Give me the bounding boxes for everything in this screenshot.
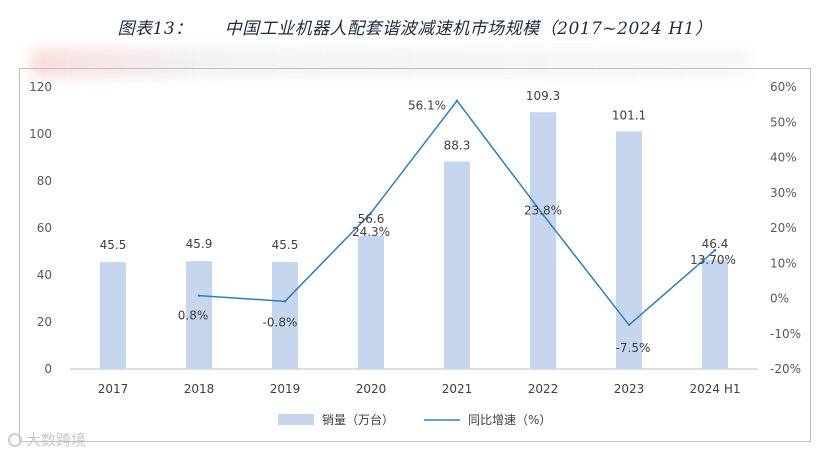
bar bbox=[358, 235, 384, 369]
bar bbox=[530, 112, 556, 370]
bar bbox=[616, 131, 642, 369]
bar bbox=[186, 261, 212, 369]
y-right-tick-label: 20% bbox=[770, 221, 797, 235]
y-right-tick-label: 50% bbox=[770, 115, 797, 129]
chart-title-text: 中国工业机器人配套谐波减速机市场规模（2017~2024 H1） bbox=[224, 19, 713, 39]
bar bbox=[444, 161, 470, 369]
y-right-tick-label: -20% bbox=[770, 362, 801, 376]
line-value-label: 24.3% bbox=[352, 225, 390, 239]
y-right-tick-label: 30% bbox=[770, 186, 797, 200]
bar bbox=[702, 259, 728, 369]
line-value-label: 23.8% bbox=[524, 204, 562, 218]
x-tick-label: 2023 bbox=[614, 382, 645, 396]
y-right-tick-label: -10% bbox=[770, 327, 801, 341]
line-point bbox=[369, 211, 373, 215]
line-value-label: -0.8% bbox=[263, 315, 298, 329]
bar-value-label: 46.4 bbox=[702, 237, 729, 251]
y-right-tick-label: 60% bbox=[770, 80, 797, 94]
chart-title: 图表13： 中国工业机器人配套谐波减速机市场规模（2017~2024 H1） bbox=[0, 14, 830, 39]
y-left-tick-label: 120 bbox=[29, 80, 52, 94]
y-left-tick-label: 20 bbox=[37, 315, 52, 329]
legend-bar-swatch bbox=[278, 414, 314, 425]
bar bbox=[100, 262, 126, 369]
line-point bbox=[197, 294, 201, 297]
y-right-tick-label: 10% bbox=[770, 256, 797, 270]
x-tick-label: 2022 bbox=[528, 382, 559, 396]
x-tick-label: 2017 bbox=[98, 382, 129, 396]
watermark-logo-icon bbox=[8, 433, 22, 447]
bar-value-label: 88.3 bbox=[444, 138, 471, 152]
bar-value-label: 45.5 bbox=[272, 238, 299, 252]
x-tick-label: 2024 H1 bbox=[689, 382, 740, 396]
legend-bar-label: 销量（万台） bbox=[322, 412, 394, 427]
y-left-tick-label: 80 bbox=[37, 174, 52, 188]
line-point bbox=[713, 249, 717, 252]
x-tick-label: 2021 bbox=[442, 382, 473, 396]
y-left-tick-label: 60 bbox=[37, 221, 52, 235]
y-left-tick-label: 100 bbox=[29, 127, 52, 141]
watermark-footer: 大数跨境 bbox=[8, 429, 86, 450]
bar-value-label: 56.6 bbox=[358, 212, 385, 226]
y-right-tick-label: 0% bbox=[770, 292, 789, 306]
bar bbox=[272, 262, 298, 369]
line-value-label: 0.8% bbox=[178, 309, 209, 323]
chart-title-label: 图表13： bbox=[117, 19, 193, 39]
chart-frame bbox=[19, 68, 811, 442]
x-tick-label: 2020 bbox=[356, 382, 387, 396]
y-left-tick-label: 0 bbox=[44, 362, 52, 376]
line-point bbox=[627, 323, 631, 327]
line-value-label: 13.70% bbox=[690, 253, 736, 267]
y-right-tick-label: 40% bbox=[770, 151, 797, 165]
watermark-footer-text: 大数跨境 bbox=[26, 431, 87, 449]
bar-value-label: 109.3 bbox=[526, 89, 560, 103]
legend-line-label: 同比增速（%） bbox=[468, 413, 551, 427]
line-point bbox=[283, 300, 287, 303]
x-tick-label: 2018 bbox=[184, 382, 215, 396]
bar-value-label: 45.5 bbox=[100, 238, 127, 252]
x-tick-label: 2019 bbox=[270, 382, 301, 396]
line-value-label: -7.5% bbox=[616, 341, 651, 355]
watermark-banner bbox=[30, 48, 750, 78]
bar-value-label: 45.9 bbox=[186, 237, 213, 251]
line-point bbox=[455, 99, 459, 102]
y-left-tick-label: 40 bbox=[37, 268, 52, 282]
line-point bbox=[541, 213, 545, 216]
bar-value-label: 101.1 bbox=[612, 108, 646, 122]
line-value-label: 56.1% bbox=[408, 99, 446, 113]
